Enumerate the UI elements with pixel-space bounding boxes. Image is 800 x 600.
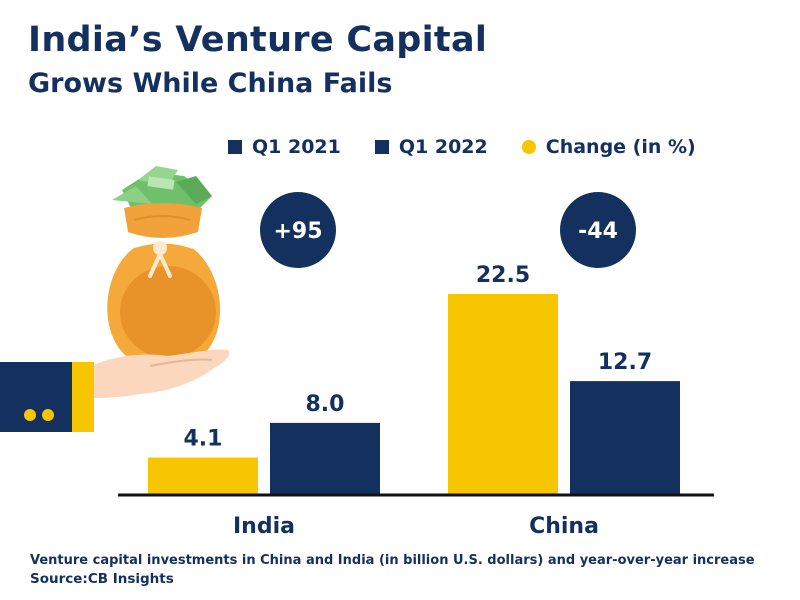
bar-india-q1-2022 <box>270 422 380 494</box>
legend-label-q1-2022: Q1 2022 <box>398 136 488 158</box>
legend-label-change: Change (in %) <box>545 136 696 158</box>
legend-swatch-q1-2022 <box>374 140 389 154</box>
change-bubble-india <box>260 192 336 268</box>
legend-item-q1-2022: Q1 2022 <box>374 136 488 158</box>
legend-item-q1-2021: Q1 2021 <box>228 136 341 158</box>
bar-india-q1-2021 <box>148 457 258 494</box>
data-label-india-q1-2021: 4.1 <box>184 427 223 452</box>
legend-label-q1-2021: Q1 2021 <box>252 136 341 158</box>
chart-footnote: Venture capital investments in China and… <box>30 553 755 568</box>
money-bag-in-hand-icon <box>0 166 230 432</box>
change-label-china: -44 <box>578 219 618 244</box>
chart-source: Source:CB Insights <box>30 571 174 587</box>
legend-item-change: Change (in %) <box>521 136 696 158</box>
title-line-2: Grows While China Fails <box>28 68 393 99</box>
category-label-india: India <box>233 514 295 539</box>
data-label-india-q1-2022: 8.0 <box>306 392 345 417</box>
title-line-1: India’s Venture Capital <box>28 20 488 60</box>
data-label-china-q1-2022: 12.7 <box>598 350 652 375</box>
legend-swatch-q1-2021 <box>228 140 242 154</box>
chart-plot-area: 4.1 8.0 +95 India 22.5 12.7 -44 China <box>118 192 714 539</box>
category-label-china: China <box>529 514 599 539</box>
change-bubble-china <box>560 192 636 268</box>
legend-swatch-change <box>521 140 536 154</box>
data-label-china-q1-2021: 22.5 <box>476 263 530 288</box>
legend: Q1 2021 Q1 2022 Change (in %) <box>228 132 696 162</box>
bar-china-q1-2021 <box>448 294 558 494</box>
money-bills-icon <box>112 166 212 212</box>
change-label-india: +95 <box>273 219 322 244</box>
bar-china-q1-2022 <box>570 381 680 494</box>
